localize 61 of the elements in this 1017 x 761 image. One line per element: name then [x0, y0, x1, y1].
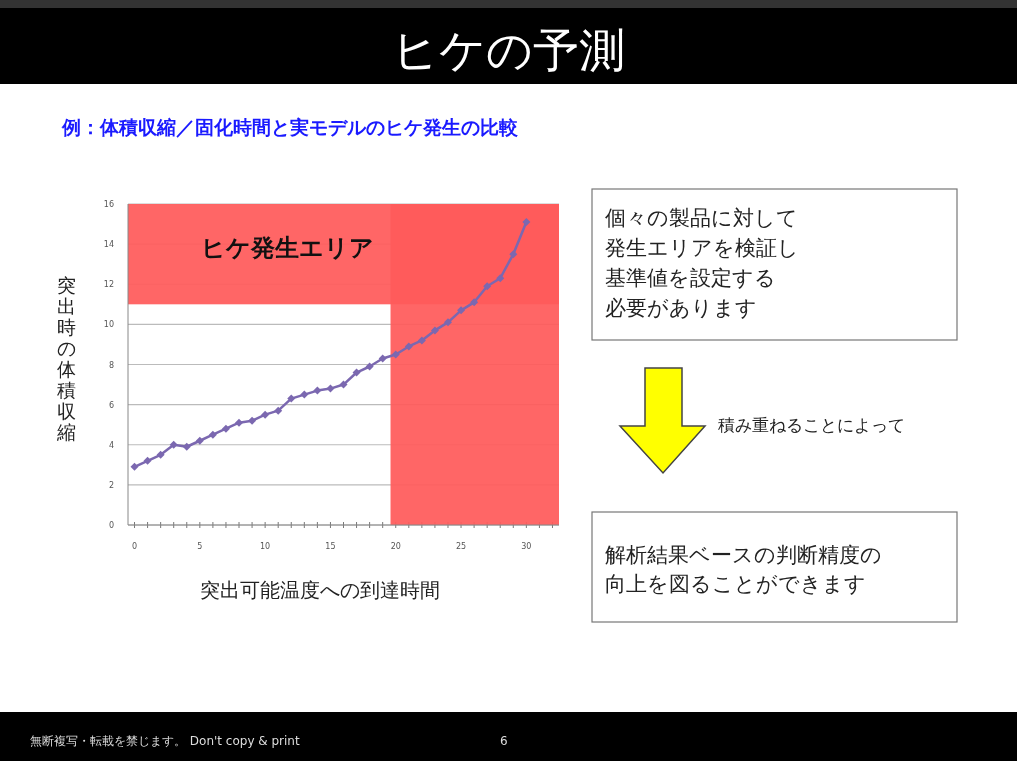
y-axis-title: 突出時の体積収縮 — [55, 274, 76, 443]
text: 個々の製品に対して — [605, 206, 798, 230]
point — [130, 462, 139, 471]
point — [248, 416, 257, 425]
point — [378, 354, 387, 363]
point — [287, 394, 296, 403]
x-tick-label: 30 — [521, 542, 532, 551]
point — [443, 318, 452, 327]
point — [339, 380, 348, 389]
point — [483, 282, 492, 291]
point — [404, 342, 413, 351]
point — [457, 306, 466, 315]
text: 基準値を設定する — [605, 266, 776, 290]
point — [182, 442, 191, 451]
x-tick-label: 10 — [260, 542, 271, 551]
x-tick-label: 20 — [390, 542, 401, 551]
x-tick-label: 25 — [455, 542, 467, 551]
point — [391, 350, 400, 359]
point — [509, 250, 518, 259]
y-tick-label: 10 — [103, 320, 114, 330]
y-tick-label: 14 — [103, 240, 114, 250]
y-tick-label: 4 — [108, 440, 114, 450]
text: 6 — [500, 734, 508, 748]
point — [352, 368, 361, 377]
point — [169, 440, 178, 449]
y-tick-label: 2 — [108, 480, 114, 490]
text: 向上を図ることができます — [605, 572, 866, 596]
point — [365, 362, 374, 371]
band-label: ヒケ発生エリア — [200, 234, 374, 263]
point — [274, 406, 283, 415]
point — [470, 298, 479, 307]
point — [300, 390, 309, 399]
point — [522, 218, 531, 227]
point — [235, 418, 244, 427]
point — [496, 274, 505, 283]
x-tick-label: 15 — [325, 542, 336, 551]
y-tick-label: 0 — [108, 521, 114, 530]
point — [313, 386, 322, 395]
text: 解析結果ベースの判断精度の — [605, 543, 882, 567]
point — [417, 336, 426, 345]
y-tick-label: 8 — [108, 360, 114, 370]
x-tick-label: 5 — [197, 542, 203, 551]
text: 無断複写・転載を禁じます。 Don't copy & print — [30, 734, 300, 748]
y-tick-label: 6 — [108, 400, 114, 410]
point — [221, 424, 230, 433]
x-tick-label: 0 — [131, 542, 138, 551]
chart-title: ヒケの予測 — [392, 23, 625, 77]
text: 積み重ねることによって — [718, 415, 905, 435]
point — [326, 384, 335, 393]
text: 必要があります — [605, 296, 757, 320]
y-tick-label: 16 — [103, 200, 114, 209]
point — [156, 450, 165, 459]
point — [208, 430, 217, 439]
point — [143, 456, 152, 465]
point — [261, 410, 270, 419]
text: 発生エリアを検証し — [605, 236, 799, 260]
chart-subtitle: 例：体積収縮／固化時間と実モデルのヒケ発生の比較 — [61, 116, 519, 138]
y-tick-label: 12 — [103, 280, 114, 290]
point — [195, 436, 204, 445]
point — [430, 326, 439, 335]
x-axis-title: 突出可能温度への到達時間 — [200, 578, 440, 602]
